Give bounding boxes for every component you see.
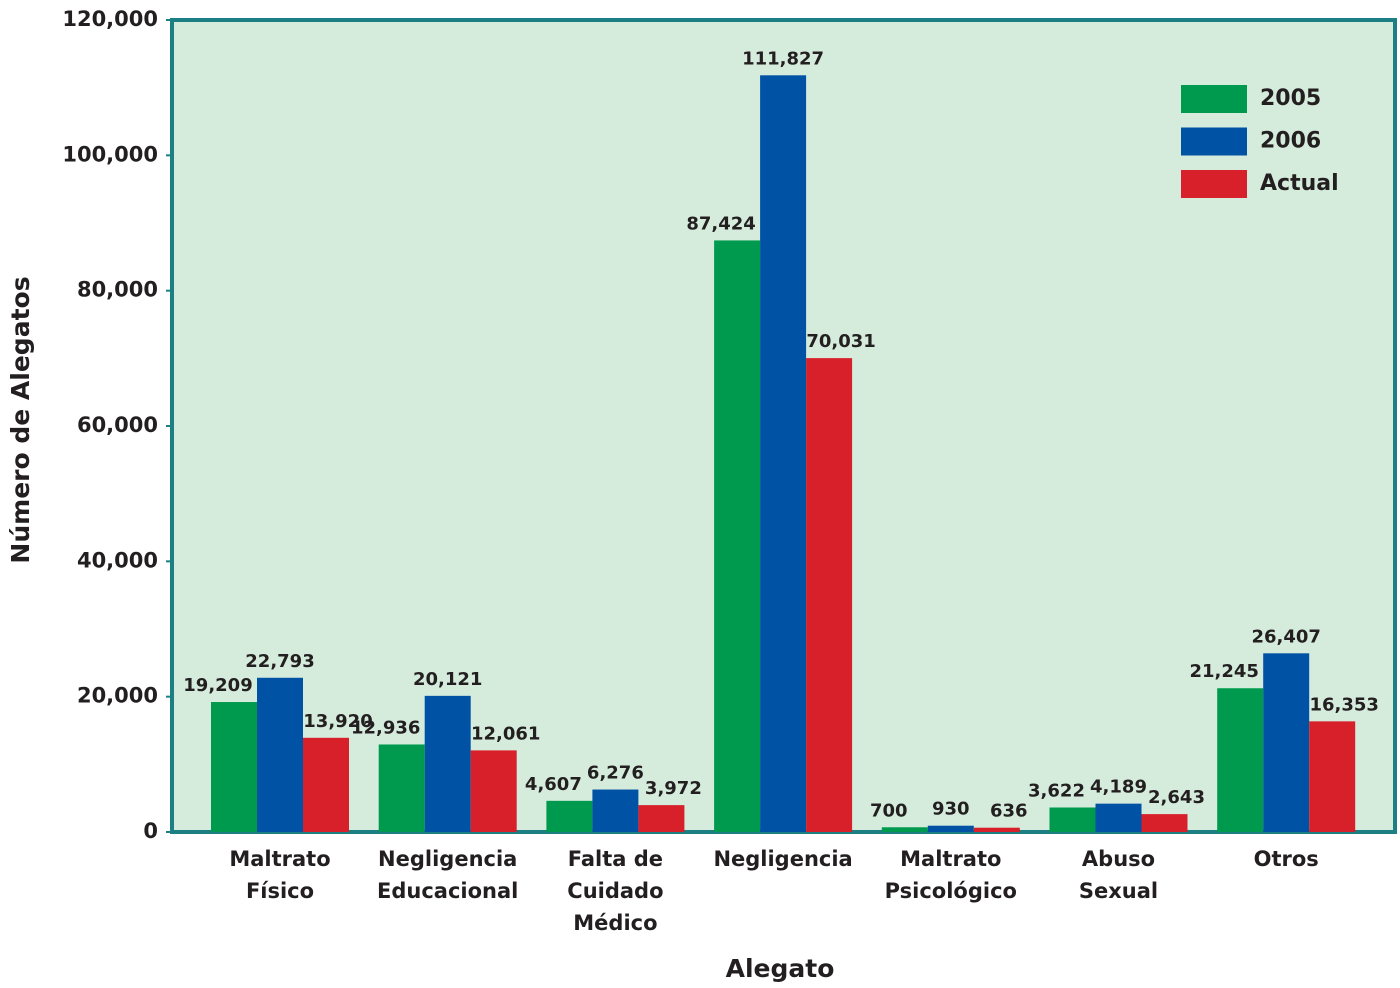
data-label: 930 bbox=[932, 799, 970, 820]
data-label: 3,972 bbox=[645, 778, 702, 799]
bar bbox=[1263, 653, 1310, 832]
legend-swatch bbox=[1181, 85, 1247, 113]
data-label: 700 bbox=[870, 800, 908, 821]
data-label: 21,245 bbox=[1189, 661, 1258, 682]
x-tick-label: Otros bbox=[1254, 847, 1319, 871]
data-label: 3,622 bbox=[1028, 780, 1085, 801]
data-label: 4,189 bbox=[1090, 777, 1147, 798]
bar bbox=[424, 695, 471, 832]
data-label: 87,424 bbox=[686, 213, 755, 234]
data-label: 70,031 bbox=[806, 331, 875, 352]
y-tick-label: 60,000 bbox=[77, 413, 158, 437]
bar bbox=[760, 75, 807, 833]
x-tick-label: Sexual bbox=[1079, 879, 1158, 903]
x-tick-label: Negligencia bbox=[713, 847, 852, 871]
bar bbox=[881, 827, 928, 832]
x-tick-label: Falta de bbox=[568, 847, 663, 871]
data-label: 19,209 bbox=[183, 675, 252, 696]
bar bbox=[806, 358, 853, 832]
bar bbox=[1217, 688, 1264, 832]
y-tick-label: 0 bbox=[143, 819, 158, 843]
bar bbox=[592, 789, 639, 832]
data-label: 26,407 bbox=[1251, 626, 1320, 647]
bar bbox=[1095, 803, 1142, 832]
x-tick-label: Maltrato bbox=[229, 847, 330, 871]
bar bbox=[257, 677, 303, 832]
y-tick-label: 100,000 bbox=[62, 142, 158, 166]
data-label: 12,061 bbox=[471, 723, 540, 744]
data-label: 20,121 bbox=[413, 669, 482, 690]
data-label: 636 bbox=[990, 801, 1028, 822]
bar bbox=[1141, 814, 1188, 832]
x-tick-label: Abuso bbox=[1082, 847, 1155, 871]
x-tick-label: Educacional bbox=[377, 879, 518, 903]
data-label: 12,936 bbox=[351, 717, 420, 738]
legend-swatch bbox=[1181, 170, 1247, 198]
data-label: 2,643 bbox=[1148, 787, 1205, 808]
y-tick-label: 120,000 bbox=[62, 7, 158, 31]
bar bbox=[378, 744, 425, 832]
legend-label: Actual bbox=[1260, 171, 1339, 196]
bar bbox=[303, 737, 349, 832]
x-tick-label: Psicológico bbox=[885, 879, 1017, 903]
x-tick-label: Maltrato bbox=[900, 847, 1001, 871]
legend-label: 2005 bbox=[1260, 86, 1321, 111]
x-tick-label: Físico bbox=[246, 879, 314, 903]
y-tick-label: 20,000 bbox=[77, 684, 158, 708]
y-tick-label: 40,000 bbox=[77, 548, 158, 572]
x-tick-label: Médico bbox=[573, 911, 657, 935]
data-label: 22,793 bbox=[245, 651, 314, 672]
data-label: 4,607 bbox=[525, 774, 582, 795]
x-axis-title: Alegato bbox=[726, 954, 835, 983]
y-tick-label: 80,000 bbox=[77, 278, 158, 302]
x-tick-label: Cuidado bbox=[567, 879, 663, 903]
data-label: 6,276 bbox=[587, 763, 644, 784]
bar bbox=[546, 800, 593, 832]
bar bbox=[927, 825, 974, 832]
y-axis-title: Número de Alegatos bbox=[6, 276, 35, 563]
bar bbox=[714, 240, 761, 833]
data-label: 13,920 bbox=[303, 711, 372, 732]
data-label: 111,827 bbox=[742, 48, 824, 69]
bar bbox=[1309, 721, 1356, 832]
bar bbox=[638, 805, 685, 832]
legend-label: 2006 bbox=[1260, 129, 1321, 154]
bar bbox=[973, 827, 1020, 832]
bar bbox=[470, 750, 517, 832]
bar bbox=[211, 702, 257, 832]
data-label: 16,353 bbox=[1309, 694, 1378, 715]
legend-swatch bbox=[1181, 127, 1247, 156]
x-tick-label: Negligencia bbox=[378, 847, 517, 871]
bar bbox=[1049, 807, 1096, 832]
